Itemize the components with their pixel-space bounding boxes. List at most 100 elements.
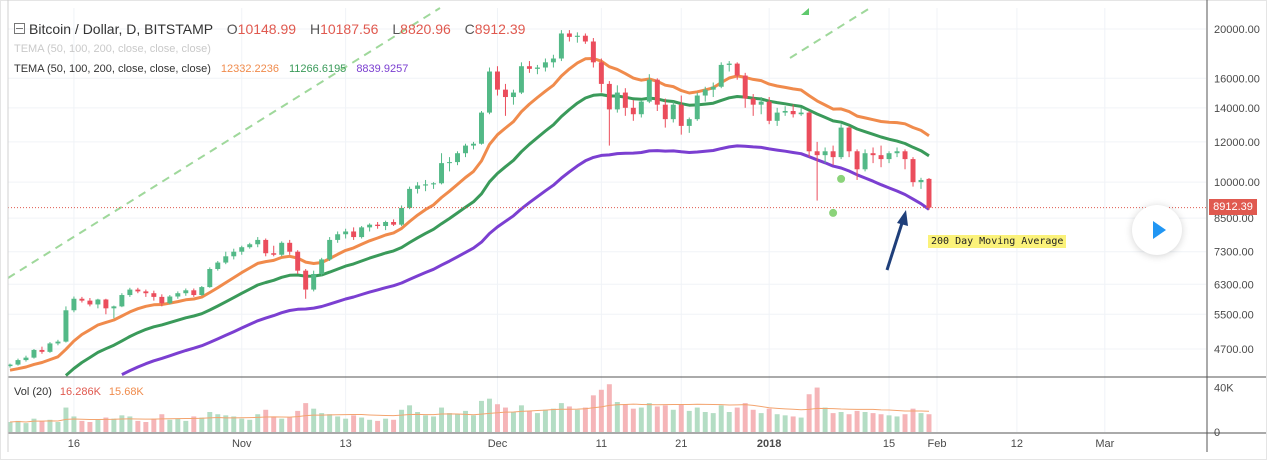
annotation-arrow [885,219,905,271]
high-label: H [309,21,321,37]
volume-bar [782,415,788,432]
volume-bar [550,408,556,432]
volume-bar [487,398,492,432]
volume-bar [359,417,365,432]
candle-body [15,360,21,365]
volume-bar [415,412,421,432]
time-tick-label: 21 [675,438,687,450]
candle-body [455,153,460,163]
candle-body [95,299,101,305]
volume-bar [151,418,157,432]
candle-body [646,79,652,102]
candle-body [910,159,916,183]
volume-bar [654,406,660,432]
candle-body [247,244,253,248]
candle-body [558,33,564,59]
volume-bar [910,408,916,432]
low-value: 8820.96 [400,21,451,37]
volume-bar [255,414,261,432]
volume-label: Vol (20) [14,386,52,398]
candle-body [742,75,748,99]
signal-dot [837,174,846,183]
volume-bar [822,407,828,432]
last-price-tag: 8912.39 [1209,199,1257,215]
volume-bar [526,410,532,432]
symbol-title: Bitcoin / Dollar, D, BITSTAMP [29,21,213,37]
candle-body [351,231,357,238]
volume-bar [471,415,476,432]
candle-body [766,101,772,121]
volume-bar [247,419,253,432]
candle-body [183,290,189,294]
candle-body [71,298,77,311]
indicator-legend-tema[interactable]: TEMA (50, 100, 200, close, close, close)… [14,63,408,75]
candle-body [902,151,908,160]
close-value: 8912.39 [474,21,526,37]
arrow-head-icon [897,210,908,226]
volume-bar [199,417,205,432]
tema-line-50 [9,57,930,372]
candle-body [407,188,413,208]
volume-bar [606,384,612,432]
price-tick-label: 4700.00 [1214,344,1254,356]
volume-bar [686,410,692,432]
trend-line [789,7,871,59]
candle-body [87,300,93,305]
volume-bar [399,409,405,432]
volume-ma-line [9,403,930,423]
candle-body [550,58,556,63]
candle-body [566,33,572,37]
candle-body [510,92,516,98]
volume-bar [614,402,620,432]
volume-bar [71,416,77,432]
volume-bar [191,416,197,432]
volume-bar [423,415,429,432]
candle-body [830,151,836,158]
candle-body [702,89,708,96]
indicator-legend-faded[interactable]: TEMA (50, 100, 200, close, close, close) [14,43,211,55]
volume-bar [806,394,812,432]
play-icon[interactable] [1132,205,1182,255]
volume-bar [207,412,213,432]
volume-bar [375,420,381,432]
open-label: O [226,21,238,37]
candle-body [231,251,237,257]
volume-bar [534,413,540,432]
time-tick-label: 11 [596,438,607,450]
volume-bar [111,418,117,432]
candle-body [111,306,117,309]
candle-body [798,112,804,115]
candle-body [678,104,684,126]
grid-lines [8,8,1206,432]
candle-body [279,242,285,255]
volume-bar [622,404,628,432]
candle-body [31,349,37,358]
volume-bar [311,408,317,432]
volume-bar [239,418,245,432]
candle-body [654,79,660,105]
volume-legend[interactable]: Vol (20) 16.286K 15.68K [14,386,144,398]
volume-bar [47,419,53,432]
candle-body [686,119,692,126]
candle-body [167,296,173,304]
candle-body [534,67,540,69]
candle-body [191,290,197,296]
candle-body [494,71,500,90]
open-value: 10148.99 [237,21,297,37]
volume-bar [630,408,636,432]
candle-body [670,104,676,120]
volume-bar [231,416,237,432]
candle-body [127,289,133,296]
candle-body [590,41,596,63]
candle-body [39,349,45,352]
tema-value-200: 8839.9257 [356,63,409,75]
close-label: C [464,21,475,37]
volume-bar [790,416,796,432]
candle-body [327,239,333,260]
volume-bar [774,414,780,432]
collapse-icon[interactable] [14,23,25,34]
time-tick-label: Dec [488,438,508,450]
candle-body [734,63,740,76]
